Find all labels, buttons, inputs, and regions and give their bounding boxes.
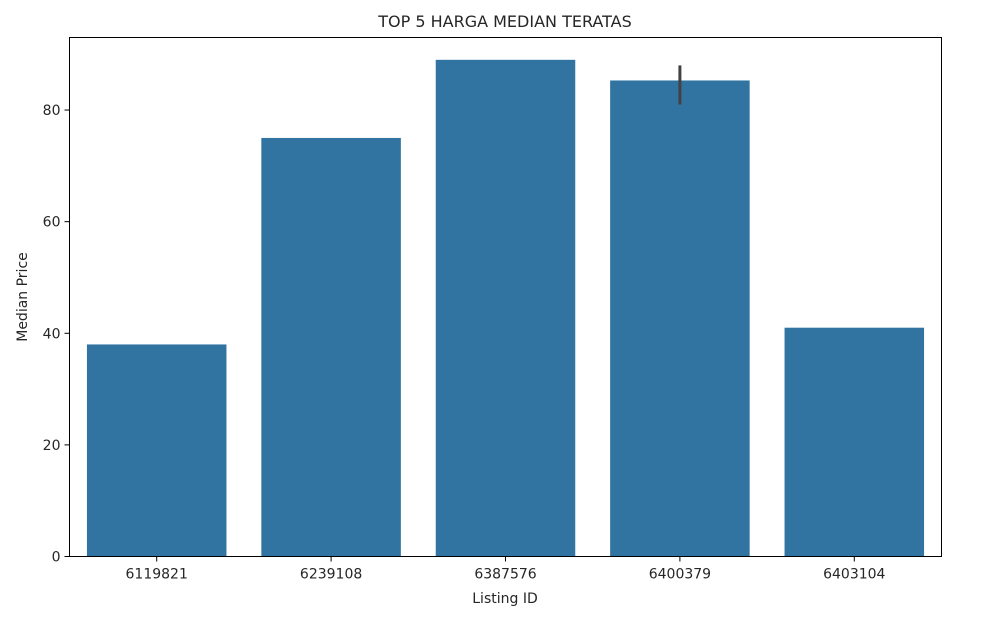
y-tick-label: 60 bbox=[43, 215, 61, 231]
bar-6119821 bbox=[86, 344, 227, 557]
bar-6400379 bbox=[610, 80, 750, 557]
x-tick-label: 6119821 bbox=[126, 567, 188, 583]
x-axis: 6119821 6239108 6387576 6400379 6403104 bbox=[126, 556, 886, 583]
x-tick-label: 6387576 bbox=[474, 567, 536, 583]
chart-title: TOP 5 HARGA MEDIAN TERATAS bbox=[377, 12, 632, 31]
x-tick-label: 6239108 bbox=[300, 567, 362, 583]
x-axis-label: Listing ID bbox=[472, 591, 537, 607]
bar-6403104 bbox=[784, 327, 925, 557]
x-tick-label: 6403104 bbox=[823, 567, 885, 583]
y-tick-label: 40 bbox=[43, 326, 61, 342]
y-tick-label: 80 bbox=[43, 103, 61, 119]
y-axis-label: Median Price bbox=[15, 252, 31, 342]
bars-group bbox=[86, 59, 925, 557]
y-tick-label: 20 bbox=[43, 438, 61, 454]
bar-6387576 bbox=[435, 59, 576, 557]
y-axis: 0 20 40 60 80 bbox=[43, 103, 70, 566]
y-tick-label: 0 bbox=[52, 550, 61, 566]
bar-6239108 bbox=[261, 137, 401, 557]
x-tick-label: 6400379 bbox=[649, 567, 711, 583]
